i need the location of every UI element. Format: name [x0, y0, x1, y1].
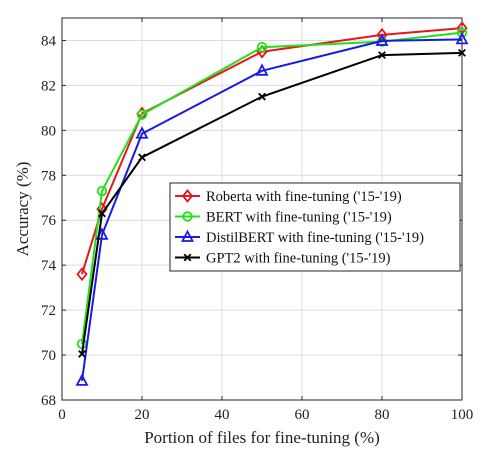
- x-tick-label: 40: [215, 407, 230, 423]
- series-line: [81, 38, 463, 382]
- data-point: [136, 109, 148, 120]
- series-3: [78, 48, 466, 358]
- data-point: [75, 373, 89, 386]
- tick-labels: 0 20 40 60 80 100 68 70 72 74 76 78 80 82 84: [41, 33, 473, 423]
- legend-marker: [183, 253, 192, 262]
- y-axis-label: Accuracy (%): [13, 162, 32, 257]
- legend-marker: [182, 211, 193, 222]
- data-point: [456, 27, 468, 38]
- y-tick-label: 72: [41, 303, 56, 319]
- legend-entry: BERT with fine-tuning ('15-'19): [175, 210, 392, 226]
- data-point: [378, 51, 386, 60]
- y-tick-label: 74: [41, 258, 57, 274]
- x-tick-label: 60: [295, 407, 310, 423]
- data-point: [375, 33, 389, 46]
- data-point: [96, 185, 108, 197]
- data-point: [458, 48, 466, 57]
- data-point: [455, 31, 469, 45]
- data-point: [78, 349, 86, 358]
- data-point: [76, 267, 88, 282]
- legend-entry: Roberta with fine-tuning ('15-'19): [175, 189, 402, 205]
- data-point: [138, 153, 146, 162]
- y-tick-label: 84: [41, 33, 57, 49]
- legend-label: DistilBERT with fine-tuning ('15-'19): [206, 230, 424, 246]
- series-line: [81, 51, 463, 355]
- x-tick-label: 100: [451, 407, 474, 423]
- x-tick-label: 0: [58, 407, 66, 423]
- x-tick-label: 20: [135, 407, 150, 423]
- y-tick-label: 82: [41, 78, 56, 94]
- legend-marker: [181, 229, 194, 242]
- y-tick-label: 76: [41, 213, 57, 229]
- series-lines: [75, 21, 469, 386]
- legend-label: GPT2 with fine-tuning ('15-'19): [206, 251, 391, 267]
- legend-entry: DistilBERT with fine-tuning ('15-'19): [175, 229, 424, 246]
- x-tick-label: 80: [375, 407, 390, 423]
- y-tick-label: 78: [41, 168, 56, 184]
- data-point: [135, 126, 149, 139]
- axes-box: [61, 17, 463, 401]
- legend-label: Roberta with fine-tuning ('15-'19): [206, 189, 402, 205]
- y-tick-label: 68: [41, 393, 56, 409]
- legend-entry: GPT2 with fine-tuning ('15-'19): [175, 251, 391, 267]
- x-axis-label: Portion of files for fine-tuning (%): [144, 428, 380, 447]
- data-point: [98, 209, 106, 218]
- legend: Roberta with fine-tuning ('15-'19) BERT w…: [169, 182, 461, 272]
- y-tick-label: 70: [41, 348, 56, 364]
- legend-marker: [181, 189, 194, 203]
- data-point: [255, 63, 269, 76]
- legend-box: [169, 182, 461, 272]
- data-point: [258, 92, 266, 101]
- legend-label: BERT with fine-tuning ('15-'19): [206, 210, 392, 226]
- y-tick-label: 80: [41, 123, 56, 139]
- data-point: [256, 42, 268, 53]
